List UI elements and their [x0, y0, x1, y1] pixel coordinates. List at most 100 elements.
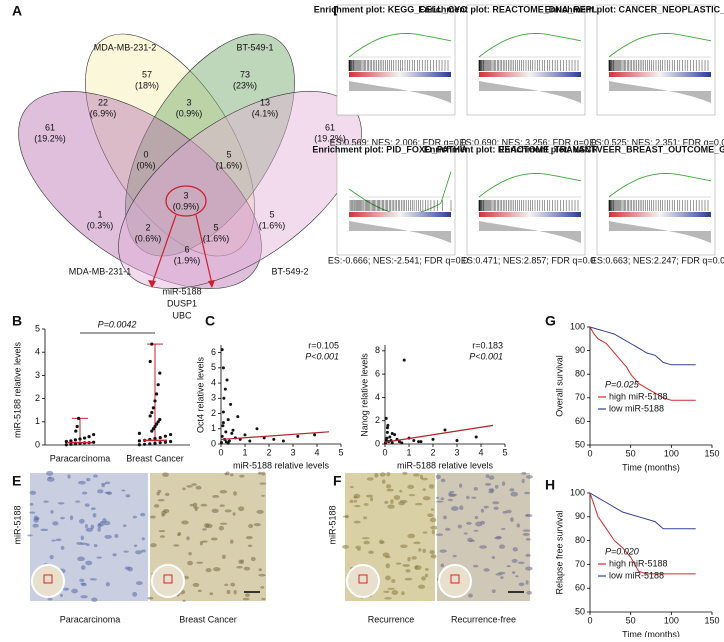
cell — [159, 535, 165, 538]
cell — [430, 508, 435, 511]
data-point — [153, 424, 157, 429]
data-point — [455, 439, 459, 443]
cell — [430, 525, 439, 530]
cell — [370, 497, 374, 502]
cell — [230, 582, 236, 587]
x-tick-label: 5 — [502, 447, 507, 457]
region-count: 3 — [183, 190, 188, 200]
x-axis-label: miR-5188 relative levels — [397, 460, 494, 470]
cell — [248, 523, 254, 529]
gsea-stats: ES:0.569; NES: 2.006; FDR q=0.0 — [330, 137, 467, 147]
cell — [466, 521, 472, 525]
y-tick-label: 0 — [375, 438, 380, 448]
y-tick-label: 1 — [35, 416, 40, 426]
gsea-rank-bar — [349, 72, 451, 77]
cell — [483, 568, 490, 572]
cell — [378, 539, 384, 545]
cell — [492, 501, 500, 505]
cell — [349, 499, 354, 504]
region-count: 22 — [98, 97, 108, 107]
cell — [77, 556, 85, 562]
cell — [511, 571, 516, 575]
category-label: Paracarcinoma — [50, 453, 111, 463]
region-count: 0 — [143, 149, 148, 159]
cell — [436, 496, 440, 499]
cell — [415, 565, 419, 570]
data-point — [87, 435, 91, 439]
data-point — [151, 406, 155, 410]
cell — [494, 484, 499, 489]
cell — [165, 492, 170, 497]
caption: Paracarcinoma — [60, 614, 121, 624]
cell — [90, 524, 95, 530]
cell — [500, 576, 504, 579]
gsea-metric — [349, 81, 451, 103]
data-point — [155, 392, 159, 396]
set-label: BT-549-1 — [236, 42, 273, 52]
cell — [149, 515, 156, 519]
data-point — [82, 436, 87, 440]
cell — [349, 485, 354, 489]
cell — [354, 504, 361, 508]
gsea-stats: ES:-0.666; NES:-2.541; FDR q=0.0 — [328, 255, 468, 265]
data-point — [64, 439, 68, 444]
cell — [153, 504, 160, 508]
cell — [363, 516, 368, 520]
data-point — [220, 348, 224, 352]
y-axis-label: miR-5188 relative levels — [12, 341, 22, 438]
cell — [247, 544, 253, 548]
panel-label: F — [333, 473, 342, 489]
cell — [52, 521, 59, 526]
data-point — [400, 441, 404, 445]
cell — [90, 507, 96, 511]
cell — [186, 536, 190, 541]
region-percent: (0%) — [136, 160, 155, 170]
cell — [121, 489, 126, 492]
data-point — [64, 443, 68, 447]
y-tick-label: 6 — [375, 368, 380, 378]
cell — [435, 474, 441, 479]
region-count: 2 — [145, 222, 150, 232]
cell — [132, 591, 138, 597]
panel-label: E — [12, 473, 21, 489]
cell — [80, 535, 84, 541]
cell — [429, 517, 437, 523]
y-axis-label: Relapse free survival — [554, 510, 564, 594]
cell — [43, 500, 49, 503]
data-point — [220, 434, 224, 438]
y-tick-label: 1 — [211, 423, 216, 433]
data-point — [230, 431, 234, 435]
cell — [219, 504, 225, 507]
cell — [404, 577, 413, 581]
panel-label: G — [545, 313, 556, 329]
p-value: P=0.0042 — [98, 319, 137, 329]
gsea-curve — [608, 173, 712, 198]
gsea-rank-bar — [349, 212, 451, 217]
data-point — [156, 383, 160, 387]
cell — [422, 496, 431, 501]
cell — [384, 500, 389, 505]
data-point — [156, 420, 160, 424]
inset-box — [450, 574, 460, 584]
cell — [192, 582, 200, 587]
cell — [209, 592, 213, 596]
region-percent: (0.6%) — [135, 233, 162, 243]
x-tick-label: 2 — [430, 447, 435, 457]
cell — [383, 590, 390, 593]
cell — [444, 527, 451, 531]
gsea-metric — [479, 81, 581, 103]
cell — [80, 542, 88, 545]
cell — [33, 515, 39, 521]
cell — [96, 556, 102, 559]
cell — [353, 493, 361, 499]
cell — [473, 529, 479, 532]
cell — [237, 506, 245, 512]
y-tick-label: 70 — [575, 392, 585, 402]
cell — [104, 491, 111, 494]
cell — [395, 562, 402, 565]
region-percent: (6.9%) — [90, 108, 117, 118]
cell — [233, 491, 237, 496]
cell — [436, 500, 444, 503]
data-point — [155, 422, 159, 426]
set-label: BT-549-2 — [271, 266, 308, 276]
